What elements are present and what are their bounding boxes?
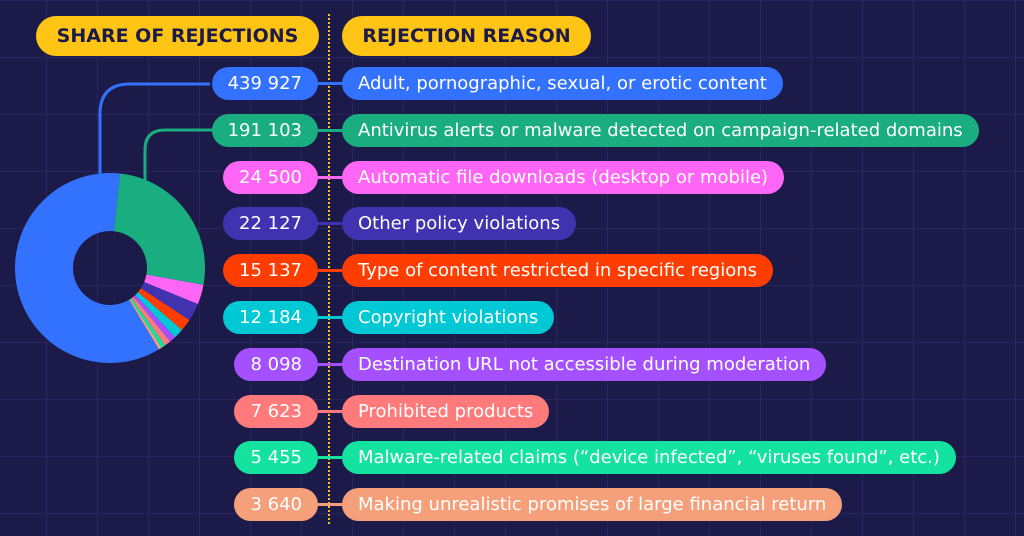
reason-pill: Other policy violations [342, 207, 577, 241]
value-pill: 24 500 [223, 160, 318, 194]
donut-slice [131, 296, 171, 346]
donut-slice [135, 292, 182, 338]
share-header: SHARE OF REJECTIONS [36, 16, 319, 56]
reason-pill: Malware-related claims (“device infected… [342, 441, 956, 475]
row-link-line [318, 503, 342, 507]
reason-pill: Destination URL not accessible during mo… [342, 347, 827, 381]
value-pill: 7 623 [234, 394, 318, 428]
divider [328, 14, 330, 524]
reason-pill: Making unrealistic promises of large fin… [342, 488, 843, 522]
value-pill: 22 127 [223, 207, 318, 241]
reason-header: REJECTION REASON [342, 16, 591, 56]
value-pill: 8 098 [234, 347, 318, 381]
reason-pill: Copyright violations [342, 301, 555, 334]
donut-slice [15, 173, 159, 363]
row-link-line [318, 82, 342, 85]
connector-line [143, 128, 218, 182]
value-pill: 5 455 [234, 441, 318, 475]
value-pill: 191 103 [211, 113, 318, 147]
donut-slice [130, 298, 166, 348]
donut-slice [144, 274, 204, 305]
value-pill: 15 137 [223, 254, 318, 288]
reason-pill: Automatic file downloads (desktop or mob… [342, 160, 785, 194]
donut-slice [133, 294, 176, 342]
donut-slice [138, 288, 190, 330]
value-pill: 3 640 [234, 488, 318, 522]
row-link-line [318, 175, 342, 179]
value-pill: 12 184 [223, 301, 318, 334]
row-link-line [318, 456, 342, 460]
reason-pill: Type of content restricted in specific r… [342, 254, 774, 288]
reason-pill: Antivirus alerts or malware detected on … [342, 113, 979, 147]
value-pill: 439 927 [211, 67, 318, 100]
connector-line [98, 82, 210, 176]
row-link-line [318, 409, 342, 413]
donut-slice [129, 299, 162, 350]
row-link-line [318, 269, 342, 273]
row-link-line [318, 222, 342, 226]
donut-slice [140, 282, 198, 321]
row-link-line [318, 128, 342, 132]
row-link-line [318, 316, 342, 319]
donut-slice [113, 173, 206, 285]
reason-pill: Prohibited products [342, 394, 550, 428]
reason-pill: Adult, pornographic, sexual, or erotic c… [342, 67, 783, 100]
row-link-line [318, 362, 342, 366]
